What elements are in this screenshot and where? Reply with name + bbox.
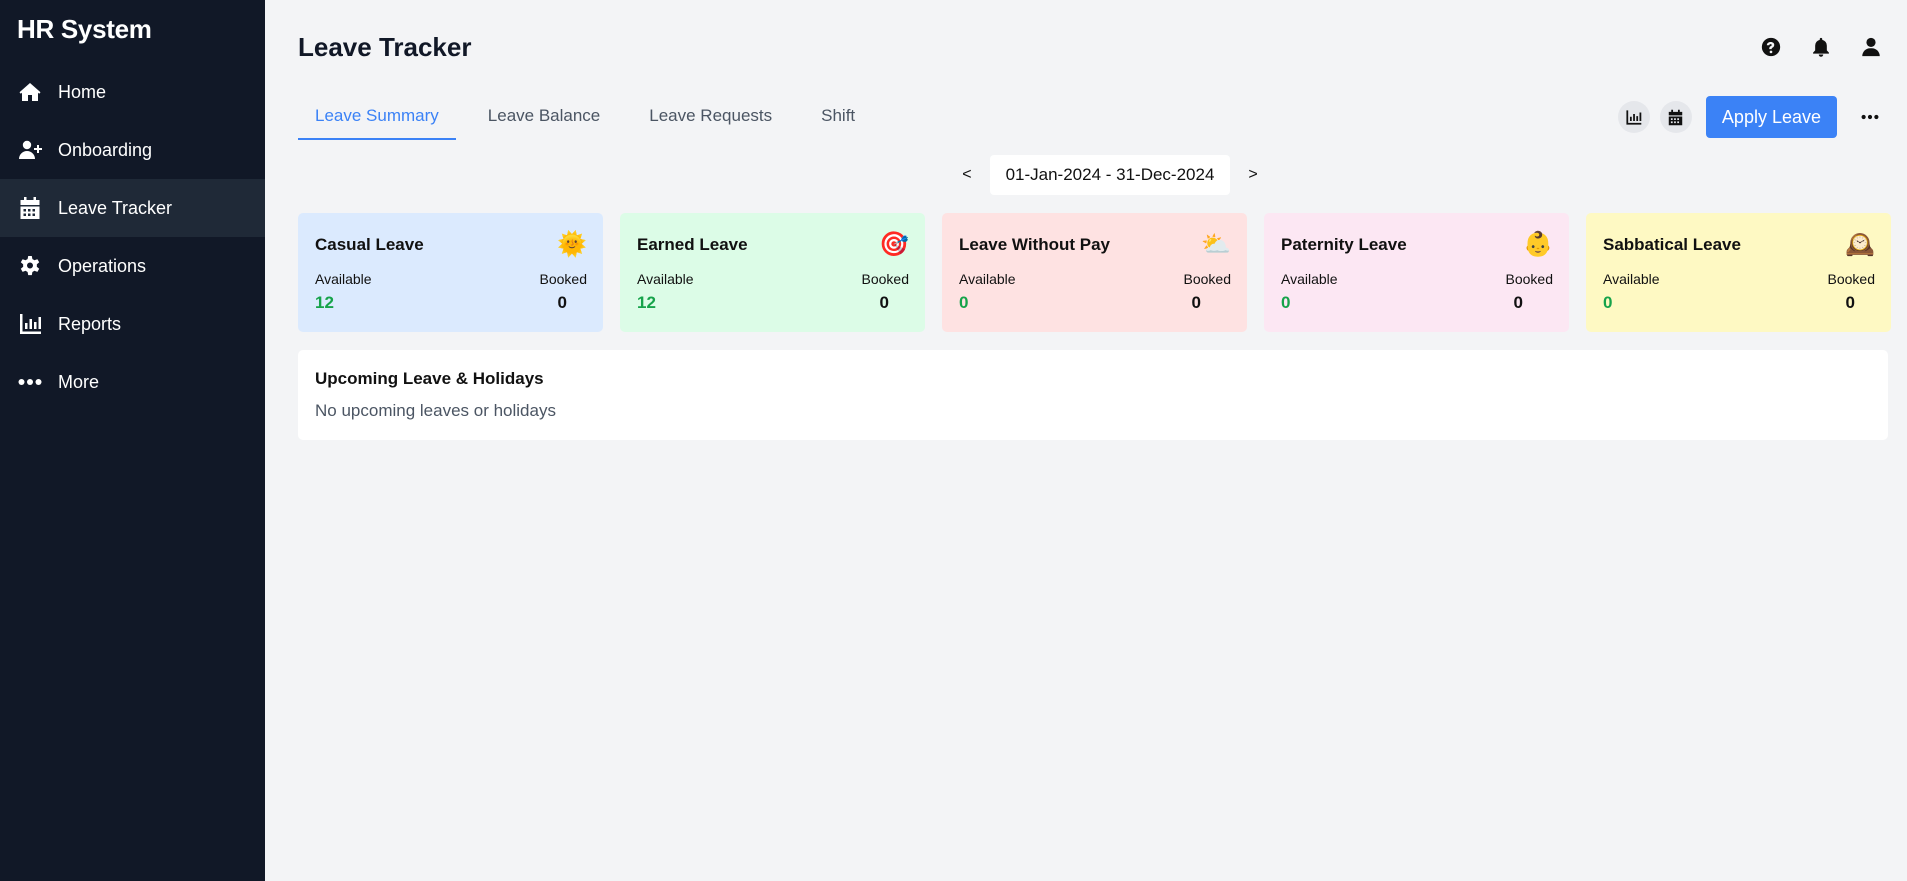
page-title: Leave Tracker [298,32,472,62]
chart-view-button[interactable] [1617,101,1650,133]
baby-icon: 👶 [1523,231,1553,258]
available-label: Available [1603,271,1660,287]
upcoming-empty-message: No upcoming leaves or holidays [315,401,556,420]
tab-leave-requests[interactable]: Leave Requests [649,106,773,125]
card-title: Casual Leave [315,235,424,254]
gear-icon [17,254,42,279]
sidebar-item-label: Reports [58,313,122,334]
sidebar-item-leave-tracker[interactable]: Leave Tracker [0,179,265,237]
tab-leave-balance[interactable]: Leave Balance [487,106,601,125]
calendar-icon [1667,109,1684,126]
tab-bar: Leave Summary Leave Balance Leave Reques… [298,96,887,140]
sidebar-item-home[interactable]: Home [0,63,265,121]
chart-icon [1625,109,1642,126]
available-label: Available [637,271,694,287]
chart-icon [17,312,42,337]
leave-card-paternity[interactable]: Paternity Leave 👶 Available Booked 0 0 [1264,213,1569,332]
booked-label: Booked [1183,271,1231,287]
booked-label: Booked [1827,271,1875,287]
card-title: Leave Without Pay [959,235,1110,254]
sidebar: HR System Home Onboarding Leave Tracker … [0,0,265,881]
next-range-button[interactable]: > [1248,166,1258,183]
sidebar-item-operations[interactable]: Operations [0,237,265,295]
leave-card-earned[interactable]: Earned Leave 🎯 Available Booked 12 0 [620,213,925,332]
sidebar-item-label: Home [58,81,107,102]
calendar-icon [17,196,42,221]
available-label: Available [315,271,372,287]
user-plus-icon [17,138,42,163]
booked-label: Booked [1505,271,1553,287]
date-range-bar: < 01-Jan-2024 - 31-Dec-2024 > [265,155,1907,195]
tab-shift[interactable]: Shift [821,106,856,125]
tab-leave-summary[interactable]: Leave Summary [298,96,456,140]
bell-icon[interactable] [1807,33,1835,61]
upcoming-title: Upcoming Leave & Holidays [315,369,544,388]
available-value: 12 [315,293,334,312]
home-icon [17,80,42,105]
clock-icon: 🕰️ [1845,231,1875,258]
apply-leave-button[interactable]: Apply Leave [1705,96,1837,138]
brand-title: HR System [17,14,152,44]
available-value: 0 [959,293,969,312]
booked-value: 0 [1191,293,1201,312]
sidebar-item-label: Onboarding [58,139,153,160]
sidebar-item-label: Operations [58,255,147,276]
leave-cards: Casual Leave 🌞 Available Booked 12 0 Earne… [298,213,1891,332]
booked-value: 0 [1513,293,1523,312]
booked-value: 0 [879,293,889,312]
main-content: Leave Tracker Leave Summary Leave Balanc… [265,0,1907,881]
prev-range-button[interactable]: < [962,166,972,183]
sidebar-item-label: More [58,371,100,392]
header-icons [1757,33,1885,61]
date-range-display[interactable]: 01-Jan-2024 - 31-Dec-2024 [989,155,1231,195]
calendar-view-button[interactable] [1659,101,1692,133]
sidebar-item-reports[interactable]: Reports [0,295,265,353]
sun-icon: 🌞 [557,231,587,258]
toolbar-actions: Apply Leave [1617,96,1885,138]
target-icon: 🎯 [879,231,909,258]
leave-card-without-pay[interactable]: Leave Without Pay ⛅ Available Booked 0 0 [942,213,1247,332]
user-icon[interactable] [1857,33,1885,61]
help-icon[interactable] [1757,33,1785,61]
available-label: Available [1281,271,1338,287]
card-title: Sabbatical Leave [1603,235,1741,254]
sidebar-item-label: Leave Tracker [58,197,173,218]
available-label: Available [959,271,1016,287]
more-options-button[interactable] [1855,102,1885,132]
ellipsis-icon [1861,108,1879,126]
sidebar-item-onboarding[interactable]: Onboarding [0,121,265,179]
sidebar-nav: Home Onboarding Leave Tracker Operations… [0,63,265,411]
upcoming-leave-panel: Upcoming Leave & Holidays No upcoming le… [298,350,1888,440]
leave-card-casual[interactable]: Casual Leave 🌞 Available Booked 12 0 [298,213,603,332]
card-title: Paternity Leave [1281,235,1407,254]
leave-card-sabbatical[interactable]: Sabbatical Leave 🕰️ Available Booked 0 0 [1586,213,1891,332]
booked-value: 0 [1845,293,1855,312]
available-value: 0 [1281,293,1291,312]
available-value: 12 [637,293,656,312]
booked-label: Booked [539,271,587,287]
ellipsis-icon [17,370,42,395]
booked-value: 0 [557,293,567,312]
sidebar-item-more[interactable]: More [0,353,265,411]
available-value: 0 [1603,293,1613,312]
cloud-sun-icon: ⛅ [1201,231,1231,258]
booked-label: Booked [861,271,909,287]
card-title: Earned Leave [637,235,748,254]
